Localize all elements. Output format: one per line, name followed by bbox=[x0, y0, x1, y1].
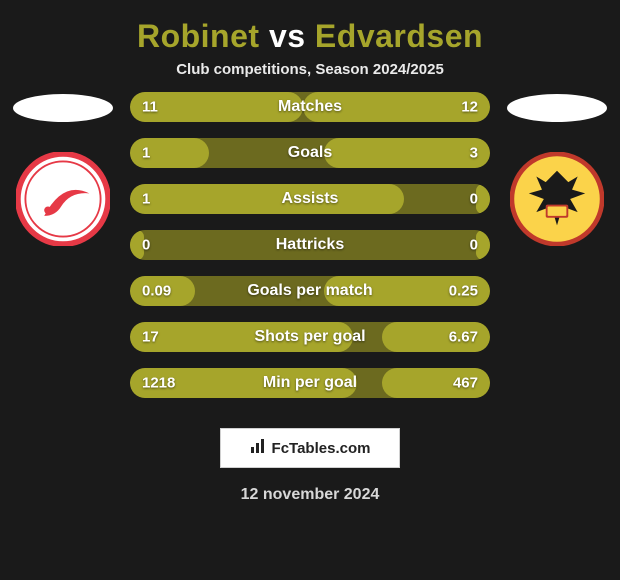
stat-value-right: 6.67 bbox=[449, 329, 478, 346]
stat-value-right: 0.25 bbox=[449, 283, 478, 300]
stat-value-left: 17 bbox=[142, 329, 159, 346]
brand-badge[interactable]: FcTables.com bbox=[220, 428, 400, 468]
title-player-b: Edvardsen bbox=[315, 18, 483, 54]
stat-fill-left bbox=[130, 184, 404, 214]
player-photo-placeholder-left bbox=[13, 94, 113, 122]
stat-row: Matches1112 bbox=[130, 92, 490, 122]
almere-city-crest-icon bbox=[16, 152, 110, 246]
stat-row: Shots per goal176.67 bbox=[130, 322, 490, 352]
stat-value-left: 1 bbox=[142, 145, 150, 162]
stat-value-right: 0 bbox=[470, 237, 478, 254]
subtitle: Club competitions, Season 2024/2025 bbox=[0, 61, 620, 78]
stat-value-left: 1 bbox=[142, 191, 150, 208]
stat-row: Assists10 bbox=[130, 184, 490, 214]
stat-value-right: 3 bbox=[470, 145, 478, 162]
bar-chart-icon bbox=[250, 438, 266, 458]
stat-fill-left bbox=[130, 322, 353, 352]
club-crest-right bbox=[510, 152, 604, 246]
page-title: Robinet vs Edvardsen bbox=[0, 18, 620, 55]
stat-value-left: 11 bbox=[142, 99, 158, 116]
stat-fill-right bbox=[324, 138, 490, 168]
stat-label: Hattricks bbox=[130, 236, 490, 254]
title-player-a: Robinet bbox=[137, 18, 260, 54]
stat-value-right: 12 bbox=[461, 99, 478, 116]
stat-value-left: 1218 bbox=[142, 375, 175, 392]
stat-row: Min per goal1218467 bbox=[130, 368, 490, 398]
date-text: 12 november 2024 bbox=[0, 486, 620, 504]
stats-bars: Matches1112Goals13Assists10Hattricks00Go… bbox=[130, 92, 490, 414]
club-crest-left bbox=[16, 152, 110, 246]
stat-row: Goals per match0.090.25 bbox=[130, 276, 490, 306]
stat-value-left: 0 bbox=[142, 237, 150, 254]
brand-text: FcTables.com bbox=[272, 440, 371, 457]
stat-row: Goals13 bbox=[130, 138, 490, 168]
title-vs: vs bbox=[269, 18, 306, 54]
stat-value-right: 467 bbox=[453, 375, 478, 392]
stat-value-right: 0 bbox=[470, 191, 478, 208]
stat-row: Hattricks0 0 bbox=[130, 230, 490, 260]
stat-value-left: 0.09 bbox=[142, 283, 171, 300]
player-photo-placeholder-right bbox=[507, 94, 607, 122]
right-side bbox=[502, 92, 612, 246]
go-ahead-eagles-crest-icon bbox=[510, 152, 604, 246]
comparison-main: Matches1112Goals13Assists10Hattricks00Go… bbox=[0, 92, 620, 414]
left-side bbox=[8, 92, 118, 246]
